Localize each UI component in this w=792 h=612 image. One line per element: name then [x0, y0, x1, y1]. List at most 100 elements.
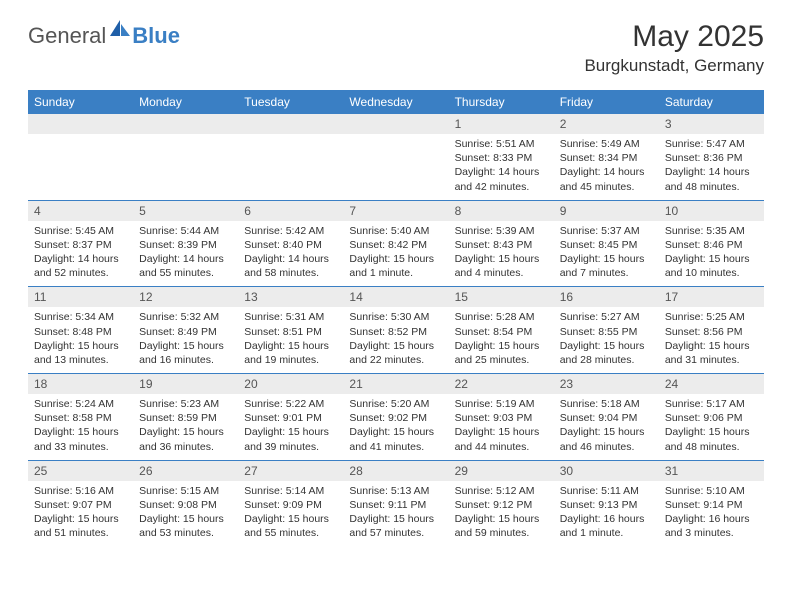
sunrise-text: Sunrise: 5:15 AM [139, 484, 232, 498]
day-detail-cell [238, 134, 343, 200]
day-number-cell: 19 [133, 374, 238, 395]
day-detail-cell: Sunrise: 5:20 AMSunset: 9:02 PMDaylight:… [343, 394, 448, 460]
day-number-row: 18192021222324 [28, 374, 764, 395]
day-number-row: 45678910 [28, 200, 764, 221]
daylight-text: Daylight: 14 hours and 42 minutes. [455, 165, 548, 193]
daylight-text: Daylight: 15 hours and 25 minutes. [455, 339, 548, 367]
sunrise-text: Sunrise: 5:47 AM [665, 137, 758, 151]
daylight-text: Daylight: 14 hours and 55 minutes. [139, 252, 232, 280]
location-label: Burgkunstadt, Germany [584, 56, 764, 76]
day-detail-cell: Sunrise: 5:47 AMSunset: 8:36 PMDaylight:… [659, 134, 764, 200]
day-detail-cell: Sunrise: 5:27 AMSunset: 8:55 PMDaylight:… [554, 307, 659, 373]
sunrise-text: Sunrise: 5:30 AM [349, 310, 442, 324]
sunset-text: Sunset: 8:52 PM [349, 325, 442, 339]
sunset-text: Sunset: 8:49 PM [139, 325, 232, 339]
day-detail-row: Sunrise: 5:24 AMSunset: 8:58 PMDaylight:… [28, 394, 764, 460]
day-detail-cell: Sunrise: 5:31 AMSunset: 8:51 PMDaylight:… [238, 307, 343, 373]
daylight-text: Daylight: 15 hours and 28 minutes. [560, 339, 653, 367]
daylight-text: Daylight: 15 hours and 36 minutes. [139, 425, 232, 453]
sunrise-text: Sunrise: 5:44 AM [139, 224, 232, 238]
day-detail-cell: Sunrise: 5:32 AMSunset: 8:49 PMDaylight:… [133, 307, 238, 373]
day-number-cell: 17 [659, 287, 764, 308]
day-header: Monday [133, 90, 238, 114]
day-number-cell: 10 [659, 200, 764, 221]
day-header: Wednesday [343, 90, 448, 114]
day-detail-cell: Sunrise: 5:45 AMSunset: 8:37 PMDaylight:… [28, 221, 133, 287]
day-detail-row: Sunrise: 5:45 AMSunset: 8:37 PMDaylight:… [28, 221, 764, 287]
day-header: Thursday [449, 90, 554, 114]
sunset-text: Sunset: 8:36 PM [665, 151, 758, 165]
sunrise-text: Sunrise: 5:19 AM [455, 397, 548, 411]
daylight-text: Daylight: 14 hours and 48 minutes. [665, 165, 758, 193]
day-detail-cell: Sunrise: 5:34 AMSunset: 8:48 PMDaylight:… [28, 307, 133, 373]
sunset-text: Sunset: 9:12 PM [455, 498, 548, 512]
sunrise-text: Sunrise: 5:39 AM [455, 224, 548, 238]
sunset-text: Sunset: 9:01 PM [244, 411, 337, 425]
day-detail-cell: Sunrise: 5:12 AMSunset: 9:12 PMDaylight:… [449, 481, 554, 547]
sunset-text: Sunset: 8:42 PM [349, 238, 442, 252]
day-header-row: Sunday Monday Tuesday Wednesday Thursday… [28, 90, 764, 114]
day-number-cell: 24 [659, 374, 764, 395]
sunrise-text: Sunrise: 5:32 AM [139, 310, 232, 324]
logo: General Blue [28, 20, 180, 51]
daylight-text: Daylight: 15 hours and 22 minutes. [349, 339, 442, 367]
sunrise-text: Sunrise: 5:25 AM [665, 310, 758, 324]
day-detail-cell: Sunrise: 5:23 AMSunset: 8:59 PMDaylight:… [133, 394, 238, 460]
sunset-text: Sunset: 9:08 PM [139, 498, 232, 512]
sunrise-text: Sunrise: 5:42 AM [244, 224, 337, 238]
sunset-text: Sunset: 8:59 PM [139, 411, 232, 425]
day-number-cell: 9 [554, 200, 659, 221]
day-detail-row: Sunrise: 5:16 AMSunset: 9:07 PMDaylight:… [28, 481, 764, 547]
day-detail-cell: Sunrise: 5:13 AMSunset: 9:11 PMDaylight:… [343, 481, 448, 547]
sunset-text: Sunset: 8:54 PM [455, 325, 548, 339]
sunset-text: Sunset: 8:34 PM [560, 151, 653, 165]
day-number-cell: 25 [28, 460, 133, 481]
day-detail-cell [28, 134, 133, 200]
day-detail-cell: Sunrise: 5:19 AMSunset: 9:03 PMDaylight:… [449, 394, 554, 460]
sunset-text: Sunset: 9:04 PM [560, 411, 653, 425]
daylight-text: Daylight: 15 hours and 59 minutes. [455, 512, 548, 540]
day-detail-cell: Sunrise: 5:24 AMSunset: 8:58 PMDaylight:… [28, 394, 133, 460]
daylight-text: Daylight: 15 hours and 19 minutes. [244, 339, 337, 367]
day-number-cell: 6 [238, 200, 343, 221]
daylight-text: Daylight: 15 hours and 31 minutes. [665, 339, 758, 367]
day-number-cell: 21 [343, 374, 448, 395]
day-number-cell: 27 [238, 460, 343, 481]
day-detail-cell: Sunrise: 5:10 AMSunset: 9:14 PMDaylight:… [659, 481, 764, 547]
sunrise-text: Sunrise: 5:14 AM [244, 484, 337, 498]
day-detail-cell: Sunrise: 5:14 AMSunset: 9:09 PMDaylight:… [238, 481, 343, 547]
daylight-text: Daylight: 15 hours and 48 minutes. [665, 425, 758, 453]
daylight-text: Daylight: 15 hours and 46 minutes. [560, 425, 653, 453]
daylight-text: Daylight: 15 hours and 10 minutes. [665, 252, 758, 280]
day-number-cell: 12 [133, 287, 238, 308]
sunrise-text: Sunrise: 5:16 AM [34, 484, 127, 498]
day-number-cell [343, 114, 448, 134]
day-number-cell: 28 [343, 460, 448, 481]
day-number-cell: 18 [28, 374, 133, 395]
day-detail-cell: Sunrise: 5:25 AMSunset: 8:56 PMDaylight:… [659, 307, 764, 373]
sunrise-text: Sunrise: 5:40 AM [349, 224, 442, 238]
sunset-text: Sunset: 8:48 PM [34, 325, 127, 339]
day-detail-cell: Sunrise: 5:17 AMSunset: 9:06 PMDaylight:… [659, 394, 764, 460]
sunrise-text: Sunrise: 5:18 AM [560, 397, 653, 411]
sunrise-text: Sunrise: 5:49 AM [560, 137, 653, 151]
day-number-cell: 4 [28, 200, 133, 221]
daylight-text: Daylight: 15 hours and 1 minute. [349, 252, 442, 280]
day-detail-cell: Sunrise: 5:15 AMSunset: 9:08 PMDaylight:… [133, 481, 238, 547]
day-number-cell: 20 [238, 374, 343, 395]
day-number-cell: 2 [554, 114, 659, 134]
day-detail-cell [343, 134, 448, 200]
daylight-text: Daylight: 15 hours and 16 minutes. [139, 339, 232, 367]
day-number-cell: 11 [28, 287, 133, 308]
day-detail-cell: Sunrise: 5:49 AMSunset: 8:34 PMDaylight:… [554, 134, 659, 200]
sunrise-text: Sunrise: 5:20 AM [349, 397, 442, 411]
daylight-text: Daylight: 15 hours and 51 minutes. [34, 512, 127, 540]
day-detail-cell: Sunrise: 5:37 AMSunset: 8:45 PMDaylight:… [554, 221, 659, 287]
sunset-text: Sunset: 9:09 PM [244, 498, 337, 512]
day-number-cell [28, 114, 133, 134]
sunset-text: Sunset: 8:51 PM [244, 325, 337, 339]
day-detail-cell [133, 134, 238, 200]
day-number-cell: 29 [449, 460, 554, 481]
day-number-cell: 14 [343, 287, 448, 308]
sunset-text: Sunset: 9:13 PM [560, 498, 653, 512]
